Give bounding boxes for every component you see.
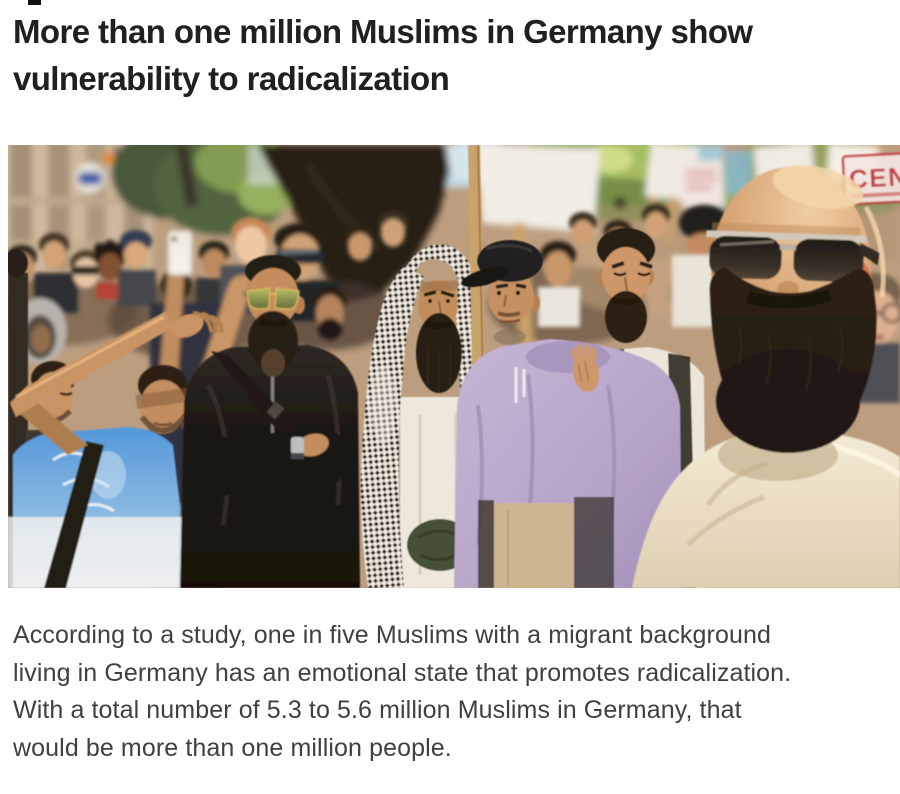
crowd-photo-illustration: CEN xyxy=(8,145,900,588)
body-line: According to a study, one in five Muslim… xyxy=(13,621,771,649)
black-velvet-man xyxy=(180,255,360,588)
crowd-midground xyxy=(8,204,900,588)
headline: More than one million Muslims in Germany… xyxy=(13,8,753,102)
aviator-sunglasses xyxy=(706,230,880,283)
article-body: According to a study, one in five Muslim… xyxy=(13,617,791,767)
placard-red-text xyxy=(679,159,725,209)
keffiyeh-headwrap xyxy=(402,244,477,297)
shoulder-strap xyxy=(44,441,104,588)
blue-shirt-man xyxy=(8,310,224,588)
shading-hand xyxy=(171,310,224,338)
shoulder-strap xyxy=(211,351,310,451)
headline-line-1: More than one million Muslims in Germany… xyxy=(13,13,753,50)
body-line: would be more than one million people. xyxy=(13,733,452,762)
article-photo: CEN xyxy=(8,145,900,588)
placard xyxy=(477,145,600,233)
raised-palm xyxy=(571,343,600,392)
body-line: living in Germany has an emotional state… xyxy=(13,658,792,687)
top-edge-artifact xyxy=(28,0,41,5)
warm-tone-overlay xyxy=(8,145,900,588)
hoodie-drawstrings xyxy=(514,367,526,403)
foreground-center xyxy=(360,145,706,588)
watch xyxy=(291,437,304,454)
bald-bearded-man xyxy=(632,165,900,588)
body-line: With a total number of 5.3 to 5.6 millio… xyxy=(13,696,742,725)
headline-line-2: vulnerability to radicalization xyxy=(13,60,450,97)
raised-forearm xyxy=(10,311,174,417)
foreground-left xyxy=(8,249,360,588)
gold-sunglasses xyxy=(246,287,271,310)
